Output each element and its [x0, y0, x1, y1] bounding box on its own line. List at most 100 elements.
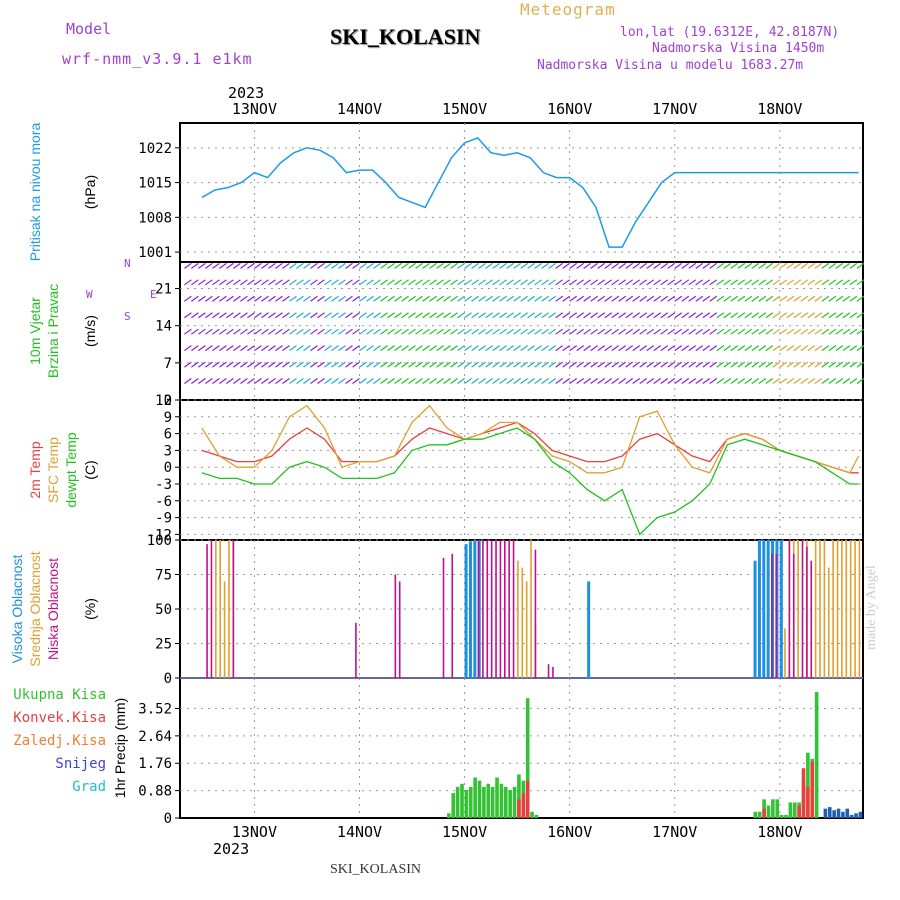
- wind-barb: [289, 361, 297, 368]
- wind-barb: [275, 328, 283, 335]
- wind-barb: [807, 378, 816, 385]
- cloud-bar: [849, 540, 852, 678]
- wind-barb: [716, 279, 725, 286]
- precip-bar: [757, 811, 762, 818]
- wind-barb: [282, 279, 290, 286]
- wind-barb: [296, 312, 304, 319]
- wind-barb: [688, 262, 697, 269]
- wind-barb: [814, 279, 823, 286]
- cloud-bar: [784, 628, 786, 678]
- wind-barb: [443, 295, 451, 302]
- wind-barb: [660, 262, 669, 269]
- wind-barb: [338, 345, 346, 352]
- cloud-bar: [210, 540, 213, 678]
- wind-barb: [233, 279, 241, 286]
- wind-barb: [205, 295, 213, 302]
- wind-barb: [800, 262, 809, 269]
- wind-barb: [513, 295, 521, 302]
- wind-barb: [373, 378, 381, 385]
- pressure-line: [201, 137, 859, 248]
- wind-barb: [667, 378, 676, 385]
- wind-barb: [387, 328, 395, 335]
- wind-barb: [555, 262, 563, 269]
- wind-barb: [443, 345, 451, 352]
- wind-barb: [506, 312, 514, 319]
- wind-barb: [723, 295, 732, 302]
- wind-barb: [527, 361, 535, 368]
- wind-barb: [401, 262, 409, 269]
- precip-bar: [762, 799, 766, 818]
- wind-barb: [849, 345, 858, 352]
- wind-barb: [184, 345, 192, 352]
- x-tick-label-top: 14NOV: [337, 100, 382, 118]
- wind-barb: [443, 312, 451, 319]
- wind-barb: [492, 361, 500, 368]
- wind-barb: [191, 361, 199, 368]
- precip-legend-1: Konvek.Kisa: [13, 710, 106, 726]
- wind-barb: [849, 262, 858, 269]
- wind-barb: [268, 361, 276, 368]
- wind-barb: [247, 262, 255, 269]
- x-tick-label-top: 17NOV: [652, 100, 697, 118]
- precip-bar: [836, 808, 841, 818]
- y-tick-label: -3: [155, 477, 172, 493]
- cloud-bar: [442, 557, 445, 678]
- wind-barb: [800, 312, 809, 319]
- compass-w: W: [86, 288, 93, 301]
- wind-barb: [569, 262, 578, 269]
- wind-barb: [331, 312, 339, 319]
- wind-barb: [639, 312, 648, 319]
- wind-barb: [786, 345, 795, 352]
- wind-barb: [191, 295, 199, 302]
- wind-barb: [324, 262, 332, 269]
- wind-barb: [415, 312, 423, 319]
- wind-barb: [415, 378, 423, 385]
- wind-barb: [856, 279, 865, 286]
- wind-barb: [730, 279, 739, 286]
- precip-bar: [797, 805, 801, 818]
- wind-barb: [555, 279, 563, 286]
- wind-barb: [212, 328, 220, 335]
- wind-barb: [506, 345, 514, 352]
- wind-barb: [233, 295, 241, 302]
- y-tick-label: 9: [164, 410, 172, 426]
- wind-barb: [800, 295, 809, 302]
- wind-barb: [478, 295, 486, 302]
- wind-barb: [681, 312, 690, 319]
- precip-bar: [806, 752, 810, 818]
- wind-barb: [394, 345, 402, 352]
- wind-barb: [464, 345, 472, 352]
- precip-bar: [788, 802, 793, 818]
- precip-bar: [521, 793, 526, 818]
- wind-barb: [800, 378, 809, 385]
- wind-barb: [723, 345, 732, 352]
- precip-bar: [512, 786, 517, 818]
- wind-barb: [268, 279, 276, 286]
- wind-barb: [198, 361, 206, 368]
- wind-barb: [702, 295, 711, 302]
- compass-n: N: [124, 257, 131, 270]
- wind-barb: [275, 295, 283, 302]
- wind-barb: [296, 279, 304, 286]
- wind-barb: [450, 328, 458, 335]
- ylabel-wind-2: Brzina i Pravac: [45, 284, 61, 378]
- cloud-bar: [495, 540, 497, 678]
- lonlat-label: lon,lat (19.6312E, 42.8187N): [620, 25, 840, 40]
- wind-barb: [373, 279, 381, 286]
- cloud-bar: [836, 540, 839, 678]
- wind-barb: [233, 262, 241, 269]
- wind-barb: [737, 312, 746, 319]
- cloud-bar: [215, 540, 217, 678]
- wind-barb: [261, 345, 269, 352]
- wind-barb: [226, 279, 234, 286]
- wind-barb: [786, 312, 795, 319]
- wind-barb: [555, 361, 563, 368]
- wind-barb: [324, 279, 332, 286]
- wind-barb: [618, 312, 627, 319]
- wind-barb: [485, 378, 493, 385]
- wind-barb: [345, 262, 353, 269]
- wind-barb: [240, 328, 248, 335]
- year-top: 2023: [228, 84, 265, 102]
- wind-barb: [492, 295, 500, 302]
- wind-barb: [751, 378, 760, 385]
